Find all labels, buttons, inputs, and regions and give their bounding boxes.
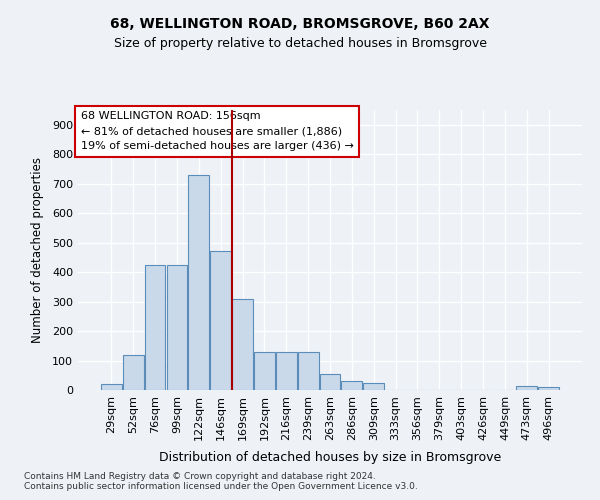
Bar	[341, 381, 362, 390]
Bar	[101, 384, 122, 390]
Text: Contains HM Land Registry data © Crown copyright and database right 2024.: Contains HM Land Registry data © Crown c…	[24, 472, 376, 481]
Text: Contains public sector information licensed under the Open Government Licence v3: Contains public sector information licen…	[24, 482, 418, 491]
Bar	[145, 264, 166, 390]
Bar	[298, 352, 319, 390]
Y-axis label: Number of detached properties: Number of detached properties	[31, 157, 44, 343]
Text: Size of property relative to detached houses in Bromsgrove: Size of property relative to detached ho…	[113, 38, 487, 51]
Bar	[232, 298, 253, 390]
Bar	[188, 175, 209, 390]
Bar	[320, 374, 340, 390]
Bar	[167, 264, 187, 390]
Bar	[276, 352, 296, 390]
Bar	[517, 386, 537, 390]
Bar	[254, 352, 275, 390]
Bar	[123, 354, 143, 390]
Text: 68 WELLINGTON ROAD: 156sqm
← 81% of detached houses are smaller (1,886)
19% of s: 68 WELLINGTON ROAD: 156sqm ← 81% of deta…	[80, 112, 353, 151]
Text: 68, WELLINGTON ROAD, BROMSGROVE, B60 2AX: 68, WELLINGTON ROAD, BROMSGROVE, B60 2AX	[110, 18, 490, 32]
Bar	[538, 387, 559, 390]
Bar	[364, 382, 384, 390]
Bar	[210, 252, 231, 390]
Text: Distribution of detached houses by size in Bromsgrove: Distribution of detached houses by size …	[159, 451, 501, 464]
